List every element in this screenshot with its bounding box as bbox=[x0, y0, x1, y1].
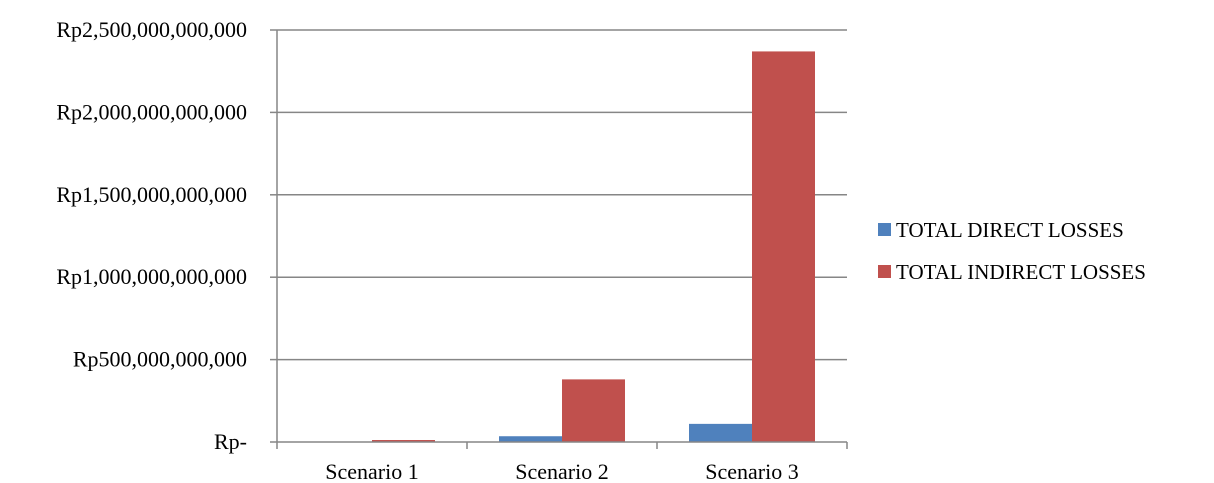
legend-swatch bbox=[878, 265, 891, 278]
y-tick-label: Rp500,000,000,000 bbox=[73, 347, 247, 372]
y-tick-labels: Rp- Rp500,000,000,000 Rp1,000,000,000,000 R… bbox=[56, 17, 247, 454]
x-tick-labels: Scenario 1 Scenario 2 Scenario 3 bbox=[325, 459, 798, 483]
axes bbox=[270, 29, 848, 449]
bar-indirect-1 bbox=[372, 440, 435, 442]
bar-direct-2 bbox=[499, 436, 562, 442]
bar-indirect-2 bbox=[562, 379, 625, 442]
legend-swatch bbox=[878, 223, 891, 236]
legend-label: TOTAL INDIRECT LOSSES bbox=[896, 260, 1146, 284]
y-tick-label: Rp1,500,000,000,000 bbox=[56, 182, 247, 207]
bars bbox=[309, 51, 815, 442]
x-tick-label: Scenario 2 bbox=[515, 459, 608, 483]
y-tick-label: Rp2,000,000,000,000 bbox=[56, 99, 247, 124]
bar-indirect-3 bbox=[752, 51, 815, 442]
x-tick-label: Scenario 3 bbox=[705, 459, 798, 483]
x-tick-label: Scenario 1 bbox=[325, 459, 418, 483]
bar-direct-3 bbox=[689, 423, 752, 442]
y-tick-label: Rp- bbox=[214, 429, 247, 454]
legend-label: TOTAL DIRECT LOSSES bbox=[896, 218, 1124, 242]
legend: TOTAL DIRECT LOSSES TOTAL INDIRECT LOSSES bbox=[878, 218, 1146, 284]
y-tick-label: Rp1,000,000,000,000 bbox=[56, 264, 247, 289]
y-tick-label: Rp2,500,000,000,000 bbox=[56, 17, 247, 42]
